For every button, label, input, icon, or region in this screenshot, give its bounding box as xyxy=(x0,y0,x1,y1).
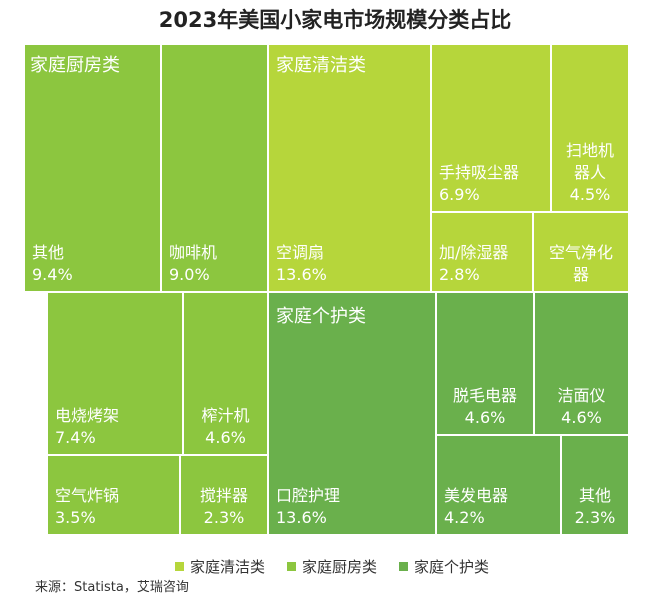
treemap-cell xyxy=(560,434,630,536)
legend-swatch-personal-care xyxy=(399,562,409,571)
cell-value: 7.4% xyxy=(55,428,96,447)
legend: 家庭清洁类 家庭厨房类 家庭个护类 xyxy=(175,556,489,577)
cell-label: 其他 xyxy=(32,243,64,262)
treemap-cell xyxy=(160,43,269,293)
treemap-cell xyxy=(267,43,432,293)
cell-label: 口腔护理 xyxy=(276,486,340,505)
cell-value: 6.9% xyxy=(439,185,480,204)
cell-label: 空气炸锅 xyxy=(55,486,119,505)
legend-label-cleaning: 家庭清洁类 xyxy=(190,558,266,576)
cell-label: 器 xyxy=(573,265,589,284)
treemap-cell xyxy=(179,454,269,536)
cell-value: 4.2% xyxy=(444,508,485,527)
legend-swatch-cleaning xyxy=(175,562,184,571)
cell-label: 洁面仪 xyxy=(557,386,605,405)
cell-value: 4.6% xyxy=(465,408,506,427)
cell-value: 9.4% xyxy=(32,265,73,284)
legend-label-personal-care: 家庭个护类 xyxy=(414,558,490,576)
cell-label: 器人 xyxy=(574,163,606,182)
legend-item-cleaning: 家庭清洁类 xyxy=(175,556,265,577)
cell-value: 4.5% xyxy=(570,185,611,204)
cell-label: 搅拌器 xyxy=(200,486,248,505)
cell-label: 其他 xyxy=(579,486,611,505)
cell-value: 4.6% xyxy=(561,408,602,427)
treemap-cell xyxy=(23,43,162,293)
treemap-cell xyxy=(267,291,437,536)
cell-value: 2.8% xyxy=(439,265,480,284)
cell-label: 美发电器 xyxy=(444,486,508,505)
treemap-cell xyxy=(435,434,562,536)
group-header: 家庭厨房类 xyxy=(30,55,120,76)
treemap-cell xyxy=(46,291,184,456)
cell-label: 加/除湿器 xyxy=(439,243,508,262)
treemap-cell xyxy=(46,454,181,536)
treemap-cell xyxy=(533,291,630,436)
treemap-cell xyxy=(430,211,534,293)
cell-label: 空气净化 xyxy=(549,243,613,262)
cell-label: 空调扇 xyxy=(276,243,324,262)
cell-value: 9.0% xyxy=(169,265,210,284)
cell-value: 3.5% xyxy=(55,508,96,527)
cell-label: 咖啡机 xyxy=(169,243,217,262)
cell-value: 13.6% xyxy=(276,508,327,527)
group-header: 家庭个护类 xyxy=(276,306,366,327)
treemap-cell xyxy=(550,43,630,213)
legend-item-personal-care: 家庭个护类 xyxy=(399,556,489,577)
cell-value: 2.3% xyxy=(204,508,245,527)
cell-value: 13.6% xyxy=(276,265,327,284)
chart-title: 2023年美国小家电市场规模分类占比 xyxy=(158,8,512,32)
legend-item-kitchen: 家庭厨房类 xyxy=(287,556,377,577)
legend-label-kitchen: 家庭厨房类 xyxy=(302,558,378,576)
cell-label: 电烧烤架 xyxy=(55,406,119,425)
cell-label: 脱毛电器 xyxy=(453,386,517,405)
treemap-cell xyxy=(430,43,552,213)
legend-swatch-kitchen xyxy=(287,562,297,571)
cell-label: 手持吸尘器 xyxy=(439,163,519,182)
treemap-chart: 其他 9.4% 咖啡机 9.0% 电烧烤架 7.4% 榨汁机 4.6% 空气炸锅 3.5% 搅拌器 2… xyxy=(23,43,630,536)
source-note: 来源：Statista，艾瑞咨询 xyxy=(35,580,189,595)
treemap-cell xyxy=(435,291,535,436)
cell-label: 榨汁机 xyxy=(201,406,249,425)
cell-value: 4.6% xyxy=(205,428,246,447)
group-header: 家庭清洁类 xyxy=(276,55,366,76)
cell-value: 2.3% xyxy=(575,508,616,527)
cell-label: 扫地机 xyxy=(566,141,614,160)
